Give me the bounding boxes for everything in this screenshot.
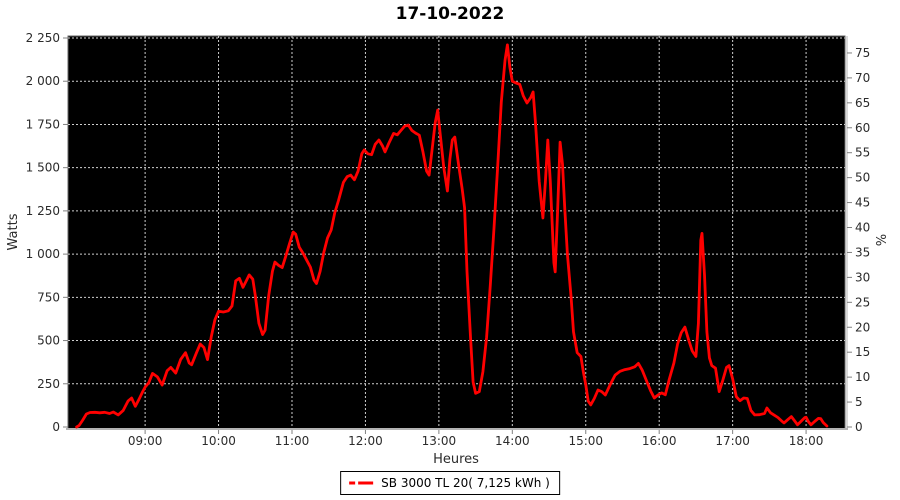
power-series-line (75, 43, 829, 429)
y-right-tick-label: 45 (855, 196, 870, 210)
y-axis-label-watts: Watts (6, 213, 21, 250)
y-right-tick-label: 40 (855, 221, 870, 235)
x-tick-label: 09:00 (128, 434, 163, 448)
y-left-tick-label: 1 750 (26, 117, 60, 131)
y-right-tick-label: 30 (855, 270, 870, 284)
y-right-tick-label: 20 (855, 320, 870, 334)
x-tick-label: 10:00 (201, 434, 236, 448)
y-left-tick-label: 2 250 (26, 31, 60, 45)
y-left-tick-label: 500 (37, 334, 60, 348)
y-right-tick-label: 25 (855, 295, 870, 309)
y-left-tick-label: 1 250 (26, 204, 60, 218)
x-tick-label: 18:00 (789, 434, 824, 448)
x-tick-label: 16:00 (642, 434, 677, 448)
legend-line-icon (349, 481, 376, 485)
y-right-tick-label: 0 (855, 420, 863, 434)
x-tick-label: 15:00 (568, 434, 603, 448)
chart-title: 17-10-2022 (395, 4, 505, 24)
x-tick-label: 17:00 (715, 434, 750, 448)
x-tick-label: 12:00 (348, 434, 383, 448)
legend-label: SB 3000 TL 20( 7,125 kWh ) (381, 476, 550, 490)
y-right-tick-label: 55 (855, 146, 870, 160)
y-right-tick-label: 50 (855, 171, 870, 185)
x-tick-label: 14:00 (495, 434, 530, 448)
y-left-tick-label: 0 (52, 420, 60, 434)
y-left-tick-label: 1 500 (26, 161, 60, 175)
y-right-tick-label: 65 (855, 96, 870, 110)
y-left-tick-label: 250 (37, 377, 60, 391)
y-right-tick-label: 5 (855, 395, 863, 409)
legend-box: SB 3000 TL 20( 7,125 kWh ) (340, 471, 560, 495)
y-axis-label-percent: % (872, 234, 887, 246)
y-right-tick-label: 70 (855, 71, 870, 85)
y-right-tick-label: 10 (855, 370, 870, 384)
plot-background (67, 35, 846, 430)
y-right-tick-label: 35 (855, 245, 870, 259)
y-left-tick-label: 1 000 (26, 247, 60, 261)
x-axis-label: Heures (433, 452, 479, 467)
y-right-tick-label: 75 (855, 46, 870, 60)
x-tick-label: 13:00 (422, 434, 457, 448)
y-right-tick-label: 15 (855, 345, 870, 359)
y-left-tick-label: 750 (37, 290, 60, 304)
x-tick-label: 11:00 (275, 434, 310, 448)
y-left-tick-label: 2 000 (26, 74, 60, 88)
y-right-tick-label: 60 (855, 121, 870, 135)
